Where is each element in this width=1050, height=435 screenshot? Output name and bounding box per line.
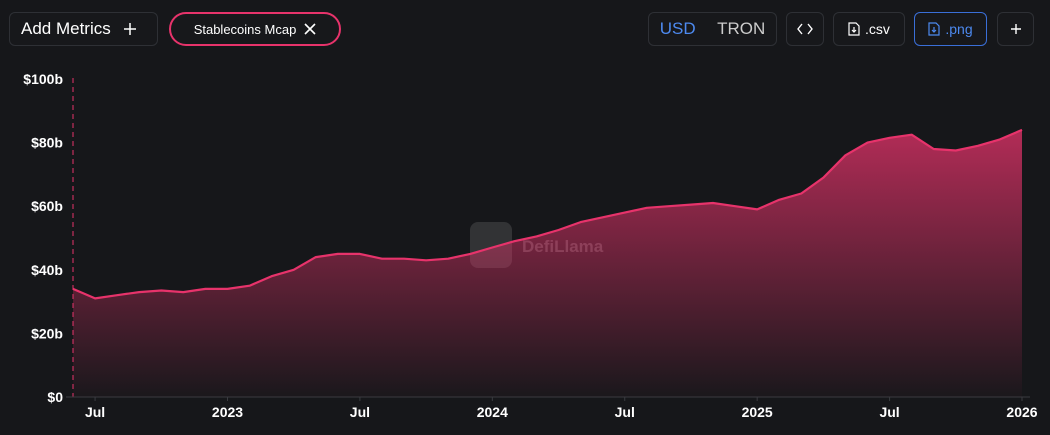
y-tick-label: $20b xyxy=(31,325,63,341)
line xyxy=(72,128,1023,300)
x-tick-label: Jul xyxy=(879,404,899,420)
currency-option[interactable]: TRON xyxy=(717,19,766,38)
more-button[interactable] xyxy=(997,12,1034,46)
currency-toggle[interactable]: USD TRON xyxy=(648,12,777,46)
y-tick-label: $80b xyxy=(31,135,63,151)
add-metrics-button[interactable]: Add Metrics xyxy=(9,12,158,46)
embed-button[interactable] xyxy=(786,12,824,46)
y-tick-label: $0 xyxy=(47,389,63,405)
button-label: .csv xyxy=(865,21,890,37)
currency-option[interactable]: USD xyxy=(659,19,696,38)
area xyxy=(73,129,1022,397)
csv-button[interactable]: .csv xyxy=(833,12,905,46)
file-icon xyxy=(848,22,860,36)
x-tick-label: 2024 xyxy=(477,404,508,420)
x-tick-label: 2025 xyxy=(742,404,773,420)
plus-icon xyxy=(1010,24,1021,34)
metric-chip[interactable]: Stablecoins Mcap xyxy=(169,12,341,46)
png-button[interactable]: .png xyxy=(914,12,987,46)
x-tick-label: Jul xyxy=(350,404,370,420)
x-tick-label: Jul xyxy=(85,404,105,420)
y-tick-label: $60b xyxy=(31,198,63,214)
file-icon xyxy=(928,22,940,36)
y-tick-label: $40b xyxy=(31,262,63,278)
button-label: .png xyxy=(945,21,973,37)
x-tick-label: 2023 xyxy=(212,404,243,420)
x-tick-label: Jul xyxy=(615,404,635,420)
chip-label: Stablecoins Mcap xyxy=(193,21,297,37)
button-label: Add Metrics xyxy=(21,19,111,38)
x-tick-label: 2026 xyxy=(1006,404,1037,420)
watermark: DefiLlama xyxy=(522,237,604,256)
watermark-logo xyxy=(470,222,512,268)
plus-icon xyxy=(123,23,136,35)
code-icon xyxy=(797,23,813,35)
close-icon xyxy=(304,23,316,35)
y-tick-label: $100b xyxy=(23,71,63,87)
